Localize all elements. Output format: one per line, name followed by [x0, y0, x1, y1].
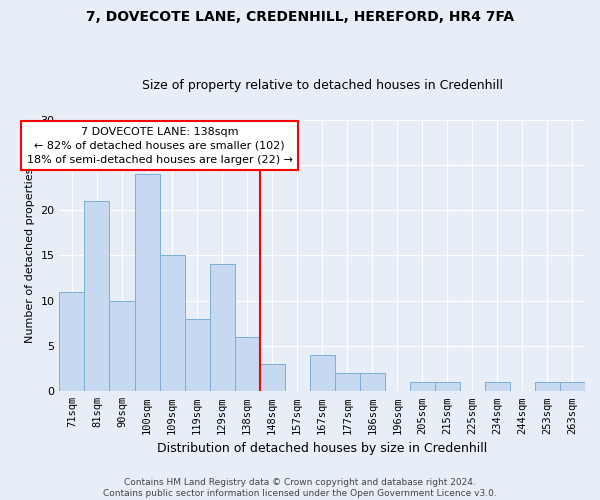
Bar	[134, 174, 160, 392]
Bar	[109, 300, 134, 392]
Bar	[360, 373, 385, 392]
Bar	[235, 337, 260, 392]
Bar	[410, 382, 435, 392]
Text: 7, DOVECOTE LANE, CREDENHILL, HEREFORD, HR4 7FA: 7, DOVECOTE LANE, CREDENHILL, HEREFORD, …	[86, 10, 514, 24]
Text: Contains HM Land Registry data © Crown copyright and database right 2024.
Contai: Contains HM Land Registry data © Crown c…	[103, 478, 497, 498]
Bar	[209, 264, 235, 392]
Bar	[85, 201, 109, 392]
Title: Size of property relative to detached houses in Credenhill: Size of property relative to detached ho…	[142, 79, 503, 92]
Text: 7 DOVECOTE LANE: 138sqm
← 82% of detached houses are smaller (102)
18% of semi-d: 7 DOVECOTE LANE: 138sqm ← 82% of detache…	[26, 127, 293, 165]
Bar	[160, 256, 185, 392]
Bar	[59, 292, 85, 392]
Bar	[185, 319, 209, 392]
Bar	[310, 355, 335, 392]
Bar	[335, 373, 360, 392]
Bar	[260, 364, 284, 392]
Y-axis label: Number of detached properties: Number of detached properties	[25, 168, 35, 343]
X-axis label: Distribution of detached houses by size in Credenhill: Distribution of detached houses by size …	[157, 442, 487, 455]
Bar	[435, 382, 460, 392]
Bar	[485, 382, 510, 392]
Bar	[560, 382, 585, 392]
Bar	[535, 382, 560, 392]
